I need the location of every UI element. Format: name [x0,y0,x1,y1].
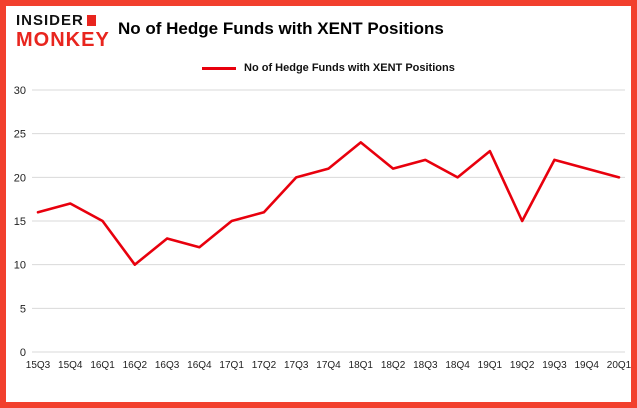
x-axis-tick-label: 17Q3 [284,360,309,371]
x-axis-tick-label: 15Q4 [58,360,83,371]
logo-block-icon [86,15,96,26]
chart-legend: No of Hedge Funds with XENT Positions [202,62,455,74]
chart-title: No of Hedge Funds with XENT Positions [118,19,444,38]
x-axis-tick-label: 17Q1 [219,360,244,371]
x-axis-tick-label: 18Q3 [413,360,438,371]
logo-text-monkey: MONKEY [16,29,110,51]
x-axis-tick-label: 18Q2 [381,360,406,371]
legend-label: No of Hedge Funds with XENT Positions [244,62,455,74]
chart-inner: INSIDER MONKEY No of Hedge Funds with XE… [6,6,631,402]
x-axis-tick-label: 18Q1 [349,360,374,371]
x-axis-tick-label: 19Q4 [574,360,599,371]
x-axis-tick-label: 19Q3 [542,360,567,371]
x-axis-tick-label: 17Q2 [252,360,277,371]
x-axis-tick-label: 16Q2 [123,360,148,371]
logo-text-insider: INSIDER [16,12,84,29]
line-chart: 0 5 10 15 20 25 30 15Q3 15Q4 16Q1 16Q2 16Q3 16Q4 17Q1… [14,85,631,371]
legend-line-swatch [202,66,236,70]
y-axis-tick-label: 0 [20,347,26,359]
y-axis-tick-label: 10 [14,260,26,272]
x-axis-tick-label: 16Q1 [90,360,115,371]
x-axis-tick-label: 17Q4 [316,360,341,371]
x-axis-tick-label: 16Q4 [187,360,212,371]
x-axis-tick-label: 16Q3 [155,360,180,371]
x-axis-tick-label: 19Q1 [478,360,503,371]
x-axis-tick-label: 20Q1 [607,360,631,371]
y-axis-tick-label: 25 [14,129,26,141]
x-axis-tick-label: 18Q4 [445,360,470,371]
y-axis-tick-label: 20 [14,172,26,184]
y-axis-tick-label: 30 [14,85,26,97]
logo-line-insider: INSIDER [16,13,110,28]
insider-monkey-logo: INSIDER MONKEY [16,13,110,50]
y-axis-tick-label: 15 [14,216,26,228]
x-axis-tick-label: 15Q3 [26,360,51,371]
series-line [36,141,621,266]
y-axis-tick-label: 5 [20,303,26,315]
x-axis-tick-label: 19Q2 [510,360,535,371]
